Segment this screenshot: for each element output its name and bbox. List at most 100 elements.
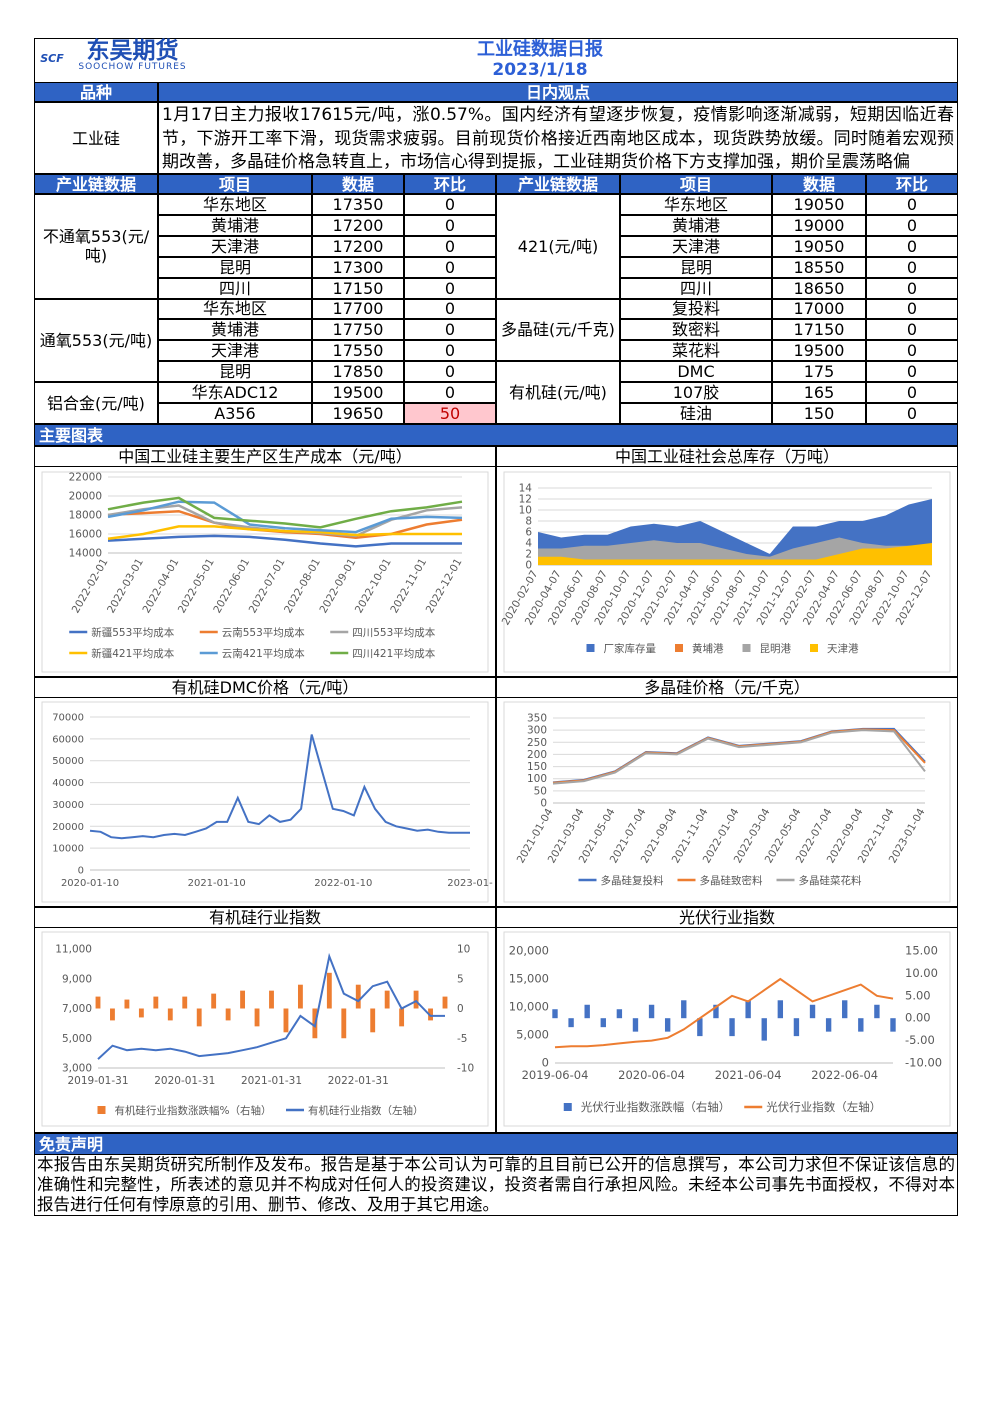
line [107, 496, 463, 529]
x-tick-label: 2020-06-04 [618, 1068, 685, 1082]
bar [182, 996, 188, 1009]
legend-label: 云南421平均成本 [222, 647, 306, 660]
y-tick-label: 3,000 [62, 1063, 92, 1075]
y-tick-label: 22000 [69, 472, 102, 484]
value: 17350 [312, 194, 404, 215]
y-tick-label: 100 [527, 773, 547, 785]
value: 18550 [772, 256, 866, 278]
y-tick-label: 350 [527, 713, 547, 725]
change: 0 [866, 382, 958, 404]
line [107, 525, 462, 541]
bar [138, 1008, 144, 1018]
bar [552, 1009, 558, 1019]
change: 0 [404, 382, 496, 404]
y2-tick-label: -5 [457, 1033, 467, 1045]
y-tick-label: 0 [525, 560, 532, 572]
bar [842, 1000, 848, 1019]
value: 17150 [772, 319, 866, 341]
legend-label: 多晶硅菜花料 [799, 874, 862, 887]
legend-label: 四川421平均成本 [352, 647, 436, 660]
y2-tick-label: 5.00 [905, 988, 931, 1002]
change: 50 [404, 403, 496, 424]
bar [809, 1004, 816, 1019]
x-tick-label: 2022-04-01 [140, 557, 181, 616]
logo: 东吴期货 [86, 37, 179, 64]
value: 19000 [772, 214, 866, 236]
legend-swatch [97, 1106, 106, 1114]
variety: 工业硅 [34, 102, 158, 174]
bar [326, 972, 332, 1009]
x-tick-label: 2021-06-04 [715, 1068, 782, 1082]
bar [874, 1004, 880, 1019]
bar [341, 1008, 347, 1039]
x-tick-label: 2022-08-01 [282, 557, 323, 616]
value: 19050 [772, 235, 866, 257]
x-tick-label: 2022-05-01 [176, 557, 217, 616]
change: 0 [404, 214, 496, 236]
value: 19500 [772, 340, 866, 362]
change: 0 [404, 277, 496, 299]
item: 华东地区 [158, 298, 312, 320]
bar [211, 993, 217, 1009]
group-label: 多晶硅(元/千克) [496, 298, 620, 362]
chart-title: 有机硅行业指数 [34, 907, 496, 928]
item: 四川 [620, 277, 772, 299]
plot-frame [41, 931, 489, 1127]
y-tick-label: 40000 [52, 778, 84, 789]
value: 17200 [312, 214, 404, 236]
y-tick-label: 10000 [52, 844, 84, 855]
plot-frame [503, 931, 951, 1127]
x-tick-label: 2022-02-01 [70, 557, 111, 616]
item: 天津港 [158, 340, 312, 362]
y2-tick-label: 15.00 [905, 944, 938, 958]
y-tick-label: 20000 [69, 491, 102, 503]
x-tick-label: 2022-07-01 [247, 557, 288, 616]
bar [777, 1000, 784, 1019]
bar [648, 1004, 655, 1019]
value: 165 [772, 382, 866, 404]
x-tick-label: 2020-01-10 [61, 878, 119, 889]
legend-label: 黄埔港 [692, 642, 724, 655]
legend-label: 四川553平均成本 [352, 626, 436, 639]
x-tick-label: 2020-01-31 [154, 1075, 215, 1087]
change: 0 [866, 235, 958, 257]
item: 菜花料 [620, 340, 772, 362]
item: 复投料 [620, 298, 772, 320]
y-tick-label: 15,000 [509, 972, 549, 986]
chart-title: 多晶硅价格（元/千克） [496, 677, 958, 698]
legend-label: 新疆421平均成本 [91, 647, 175, 660]
legend-label: 天津港 [827, 643, 859, 655]
bar [428, 1008, 433, 1021]
group-label: 通氧553(元/吨) [34, 298, 158, 383]
legend-swatch [810, 644, 818, 652]
item: 黄埔港 [158, 319, 312, 341]
table-header: 项目 [620, 174, 772, 194]
x-tick-label: 2022-06-04 [811, 1068, 878, 1082]
logo-en: SOOCHOW FUTURES [78, 61, 187, 72]
bar [269, 990, 274, 1009]
change: 0 [404, 319, 496, 341]
value: 17150 [312, 277, 404, 299]
plot-frame [503, 701, 951, 903]
bar [124, 999, 130, 1009]
y-tick-label: 0 [540, 798, 547, 810]
x-tick-label: 2023-01- [447, 878, 493, 889]
change: 0 [404, 256, 496, 278]
legend-label: 多晶硅复投料 [601, 874, 664, 887]
y2-tick-label: -5.00 [905, 1033, 935, 1047]
bar [793, 1018, 800, 1037]
legend-label: 有机硅行业指数涨跌幅%（右轴） [115, 1104, 272, 1117]
chart-title: 有机硅DMC价格（元/吨） [34, 677, 496, 698]
bar [761, 1018, 767, 1041]
legend-label: 新疆553平均成本 [91, 626, 175, 639]
chart-title: 中国工业硅社会总库存（万吨） [496, 446, 958, 467]
change: 0 [866, 194, 958, 215]
value: 17300 [312, 256, 404, 278]
y-tick-label: 5,000 [516, 1028, 549, 1042]
view-header: 日内观点 [158, 82, 958, 102]
y-tick-label: 30000 [52, 800, 84, 811]
line [89, 734, 470, 840]
legend-label: 厂家库存量 [604, 642, 657, 655]
bar [890, 1018, 896, 1032]
